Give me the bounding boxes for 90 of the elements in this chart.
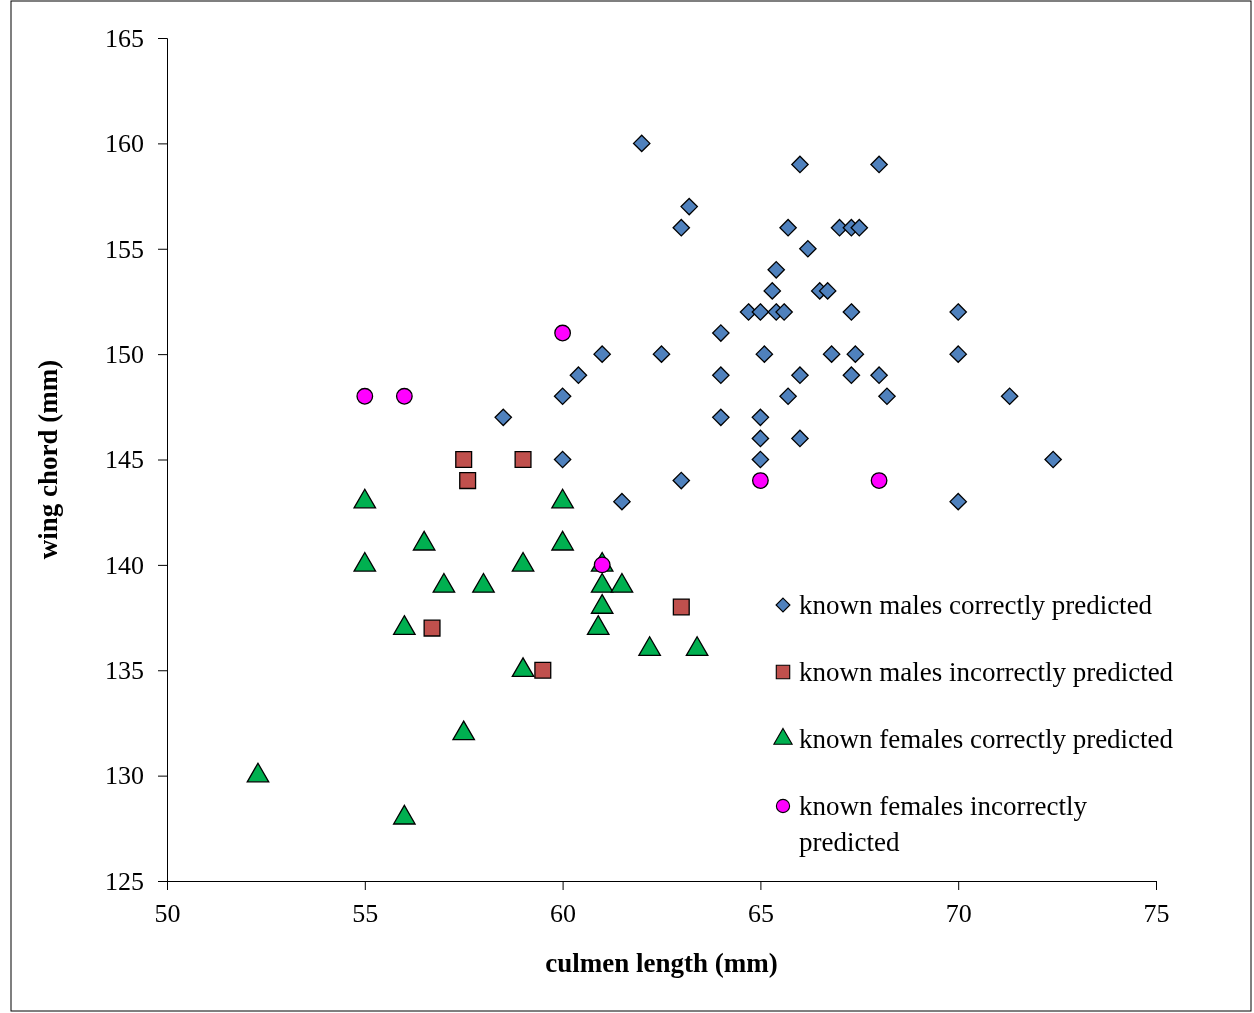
point xyxy=(850,218,869,237)
point xyxy=(553,450,572,469)
y-tick-label: 145 xyxy=(105,445,144,475)
point xyxy=(799,239,817,258)
point xyxy=(751,429,770,448)
y-axis-title: wing chord (mm) xyxy=(33,359,63,560)
y-tick-label: 125 xyxy=(105,866,144,896)
point xyxy=(514,450,532,469)
point xyxy=(767,261,786,279)
point xyxy=(870,366,888,385)
legend-label: known females correctly predicted xyxy=(799,724,1174,754)
point xyxy=(472,572,495,593)
point xyxy=(551,488,574,509)
point xyxy=(751,303,770,321)
point xyxy=(511,657,535,678)
point xyxy=(791,366,809,385)
point xyxy=(632,134,651,153)
y-tick-label: 150 xyxy=(105,339,144,369)
point xyxy=(353,488,377,509)
point xyxy=(822,345,841,363)
point xyxy=(712,408,730,427)
legend-label: known males incorrectly predicted xyxy=(799,657,1174,687)
y-tick-label: 130 xyxy=(105,761,144,791)
point xyxy=(613,492,631,511)
point xyxy=(878,387,896,406)
y-tick-label: 165 xyxy=(105,23,144,53)
point xyxy=(554,324,572,342)
point xyxy=(452,720,476,741)
legend-label: known males correctly predicted xyxy=(799,590,1153,620)
point xyxy=(610,572,634,593)
x-axis-title: culmen length (mm) xyxy=(545,948,778,978)
point xyxy=(672,218,691,237)
legend-label: known females incorrectly predicted xyxy=(799,791,1088,857)
point xyxy=(459,472,477,490)
point xyxy=(779,218,797,237)
point xyxy=(763,282,782,300)
x-tick-label: 55 xyxy=(352,899,379,929)
y-tick-label: 135 xyxy=(105,656,144,686)
point xyxy=(685,636,709,657)
point xyxy=(586,615,610,635)
point xyxy=(791,429,809,448)
point xyxy=(751,450,770,469)
y-tick-label: 160 xyxy=(105,129,144,159)
point xyxy=(551,530,574,551)
point xyxy=(392,615,416,635)
point xyxy=(949,303,968,321)
point xyxy=(712,366,730,385)
point xyxy=(751,408,770,427)
point xyxy=(590,572,614,593)
point xyxy=(638,636,662,657)
point xyxy=(494,408,513,427)
y-tick-label: 155 xyxy=(105,234,144,264)
point xyxy=(755,345,774,363)
point xyxy=(680,197,699,216)
point xyxy=(455,450,473,469)
point xyxy=(818,282,837,300)
point xyxy=(779,387,797,406)
point xyxy=(511,551,535,572)
point xyxy=(432,572,456,593)
point xyxy=(672,471,691,490)
point xyxy=(593,345,611,363)
point xyxy=(775,303,793,321)
point xyxy=(590,593,614,614)
point xyxy=(751,472,769,489)
point xyxy=(1044,450,1062,469)
point xyxy=(392,804,416,825)
point xyxy=(842,303,861,321)
point xyxy=(846,345,865,363)
point xyxy=(949,492,968,511)
point xyxy=(1000,387,1019,406)
point xyxy=(842,366,861,385)
x-tick-label: 60 xyxy=(550,899,577,929)
point xyxy=(553,387,572,406)
point xyxy=(949,345,968,363)
point xyxy=(412,530,436,551)
point xyxy=(395,387,413,405)
x-tick-label: 50 xyxy=(154,899,181,929)
x-tick-label: 65 xyxy=(747,899,774,929)
x-tick-label: 75 xyxy=(1143,899,1170,929)
point xyxy=(569,366,588,385)
point xyxy=(652,345,671,363)
point xyxy=(870,155,888,174)
point xyxy=(791,155,809,174)
point xyxy=(353,551,377,572)
x-tick-label: 70 xyxy=(945,899,972,929)
point xyxy=(870,472,888,489)
y-tick-label: 140 xyxy=(105,550,144,580)
point xyxy=(356,387,374,405)
point xyxy=(246,762,270,783)
point xyxy=(712,324,730,342)
